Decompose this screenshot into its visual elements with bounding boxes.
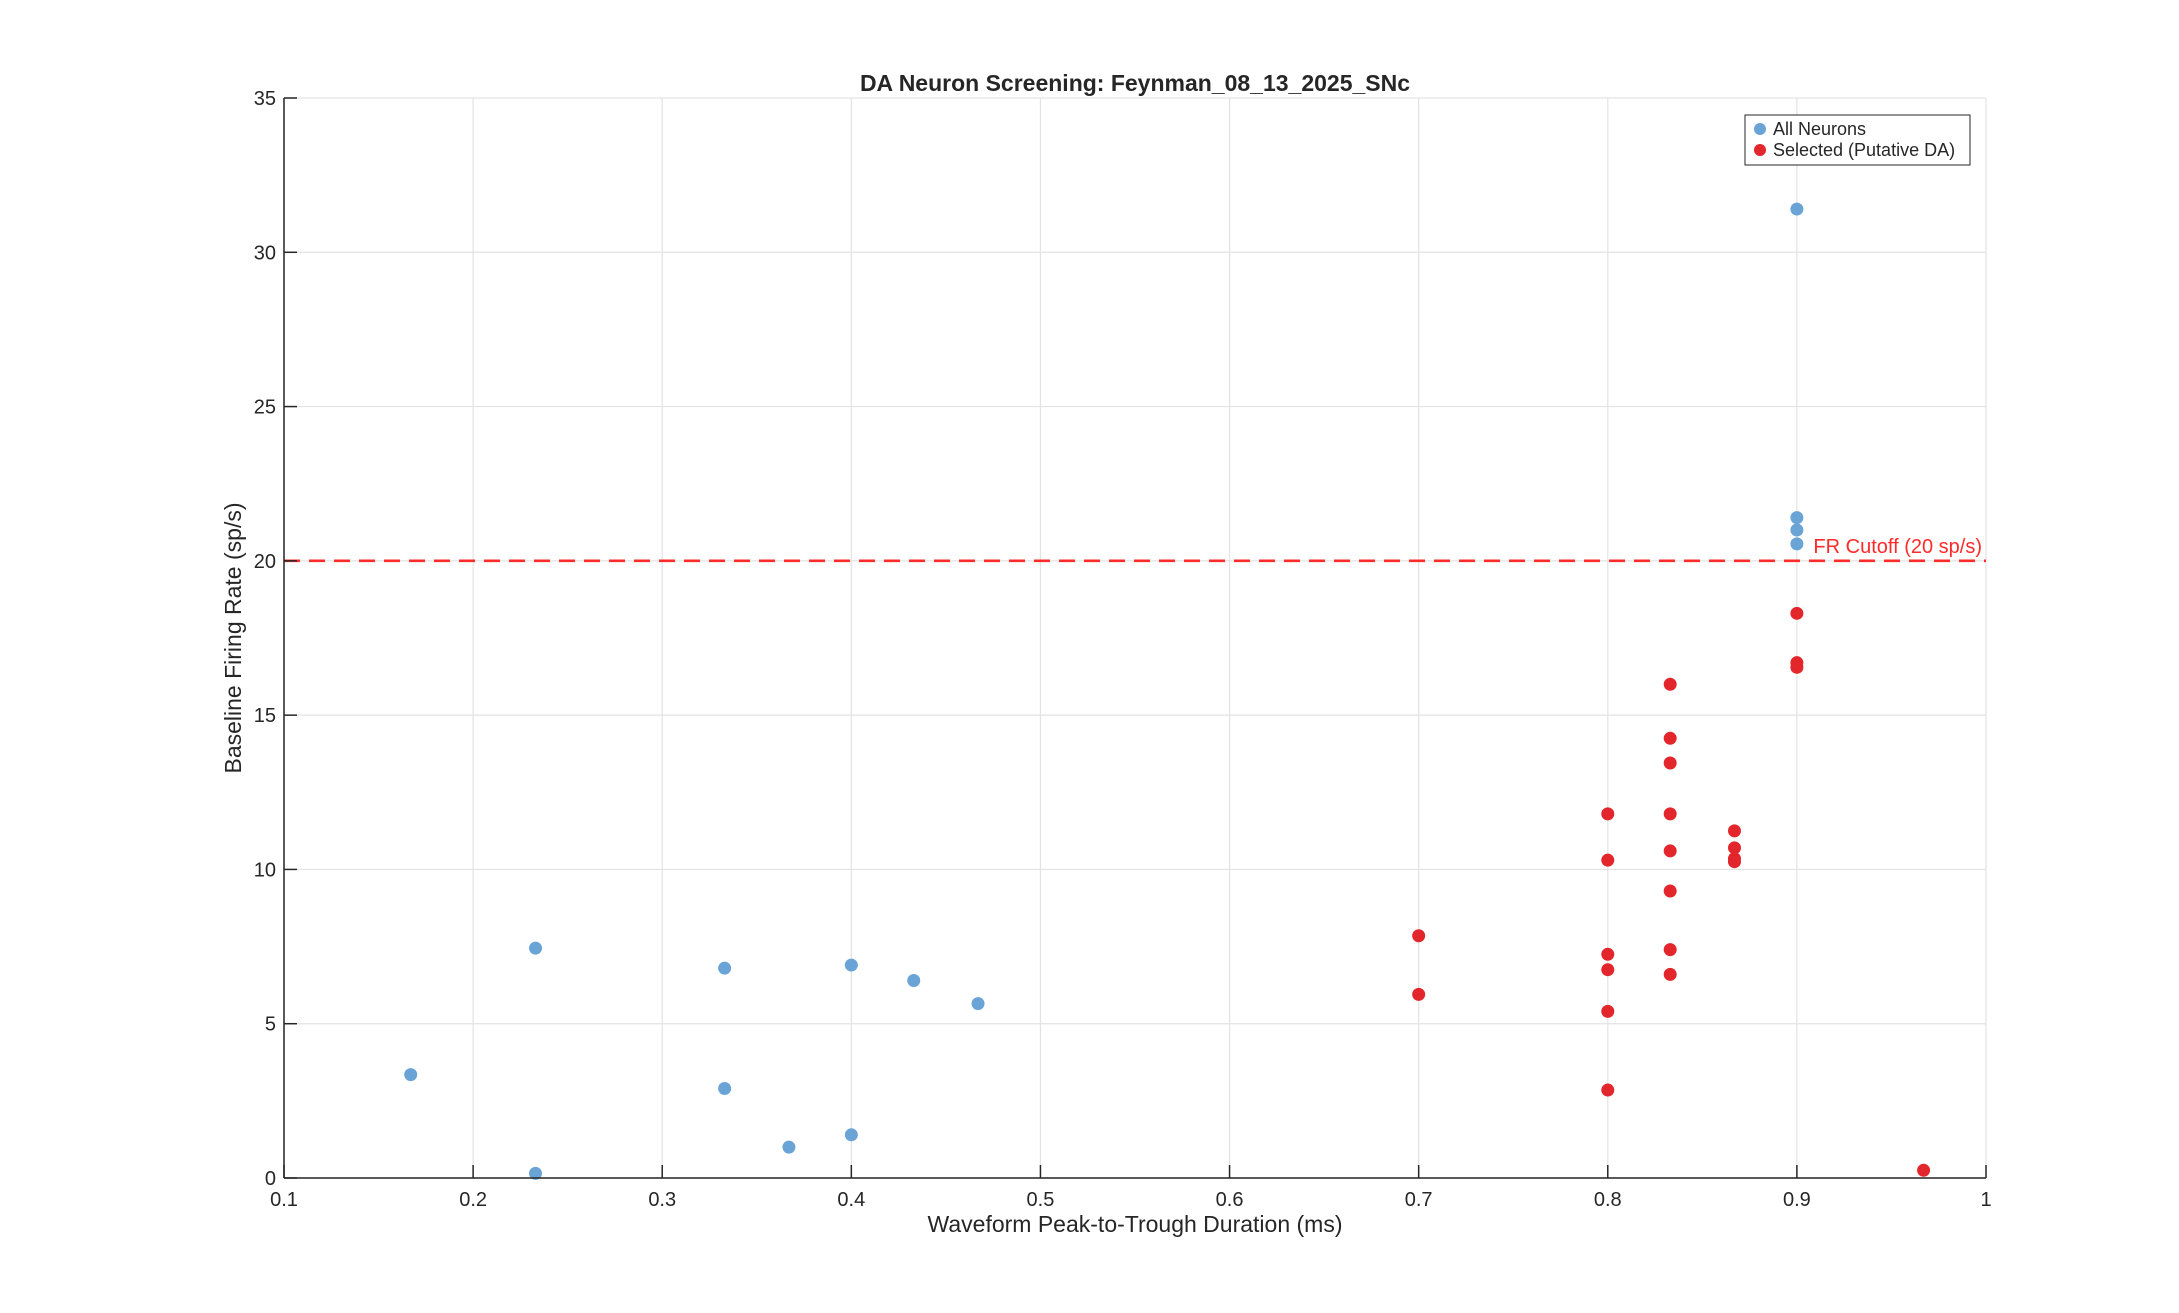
x-axis-label: Waveform Peak-to-Trough Duration (ms) [928, 1211, 1343, 1237]
x-tick-label: 0.2 [459, 1189, 487, 1211]
all-neurons-point [1790, 523, 1804, 537]
selected-neuron-point [1601, 853, 1615, 867]
y-tick-label: 0 [265, 1168, 276, 1190]
y-tick-label: 30 [254, 242, 276, 264]
all-neurons-point [844, 958, 858, 972]
all-neurons-point [718, 961, 732, 975]
tick-labels: 0.1 0.2 0.3 0.4 0.5 0.6 0.7 0.8 0.9 1051015202530… [254, 88, 1992, 1211]
y-tick-label: 25 [254, 397, 276, 419]
all-neurons-point [907, 974, 921, 988]
legend-label-all-neurons: All Neurons [1773, 119, 1866, 139]
all-neurons-point [1790, 511, 1804, 525]
legend-marker-all-neurons [1754, 123, 1766, 135]
selected-neuron-point [1727, 855, 1741, 869]
all-neurons-point [782, 1140, 796, 1154]
x-tick-label: 0.5 [1027, 1189, 1055, 1211]
selected-neuron-point [1663, 943, 1677, 957]
y-tick-label: 35 [254, 88, 276, 110]
selected-neuron-point [1663, 967, 1677, 981]
all-neurons-point [1790, 537, 1804, 551]
selected-neuron-point [1663, 844, 1677, 858]
x-tick-label: 0.9 [1783, 1189, 1811, 1211]
selected-neuron-point [1663, 677, 1677, 691]
selected-neuron-point [1663, 807, 1677, 821]
selected-neuron-point [1412, 929, 1426, 943]
axes [283, 97, 1987, 1179]
x-tick-label: 0.8 [1594, 1189, 1622, 1211]
selected-neuron-point [1412, 987, 1426, 1001]
selected-neuron-point [1601, 1004, 1615, 1018]
selected-neuron-point [1601, 963, 1615, 977]
selected-neuron-point [1917, 1163, 1931, 1177]
selected-neuron-point [1790, 606, 1804, 620]
all-neurons-point [529, 941, 543, 955]
legend-marker-selected [1754, 144, 1766, 156]
y-axis-label: Baseline Firing Rate (sp/s) [220, 503, 246, 774]
selected-neuron-point [1663, 756, 1677, 770]
selected-neuron-point [1601, 1083, 1615, 1097]
x-tick-label: 0.1 [270, 1189, 298, 1211]
legend-label-selected: Selected (Putative DA) [1773, 140, 1955, 160]
y-tick-label: 15 [254, 705, 276, 727]
selected-neuron-point [1727, 841, 1741, 855]
selected-neuron-point [1601, 807, 1615, 821]
x-tick-label: 0.7 [1405, 1189, 1433, 1211]
all-neurons-point [404, 1068, 418, 1082]
all-neurons-point [529, 1166, 543, 1180]
all-neurons-point [971, 997, 985, 1011]
selected-neuron-point [1601, 947, 1615, 961]
selected-neuron-point [1663, 731, 1677, 745]
x-tick-label: 0.4 [837, 1189, 865, 1211]
y-tick-label: 10 [254, 859, 276, 881]
legend: All Neurons Selected (Putative DA) [1744, 114, 1971, 166]
all-neurons-point [844, 1128, 858, 1142]
y-tick-label: 5 [265, 1014, 276, 1036]
all-neurons-point [718, 1082, 732, 1096]
y-tick-label: 20 [254, 551, 276, 573]
all-neurons-point [1790, 202, 1804, 216]
selected-neuron-point [1727, 824, 1741, 838]
x-tick-label: 0.6 [1216, 1189, 1244, 1211]
x-tick-label: 0.3 [648, 1189, 676, 1211]
data-points [404, 202, 1931, 1180]
legend-box [1744, 114, 1971, 166]
selected-neuron-point [1663, 884, 1677, 898]
x-tick-label: 1 [1980, 1189, 1991, 1211]
chart-title: DA Neuron Screening: Feynman_08_13_2025_… [860, 70, 1410, 96]
reference-line-group: FR Cutoff (20 sp/s) [284, 536, 1986, 563]
plot-area [284, 98, 1986, 1178]
selected-neuron-point [1790, 660, 1804, 674]
fr-cutoff-label: FR Cutoff (20 sp/s) [1813, 536, 1982, 558]
